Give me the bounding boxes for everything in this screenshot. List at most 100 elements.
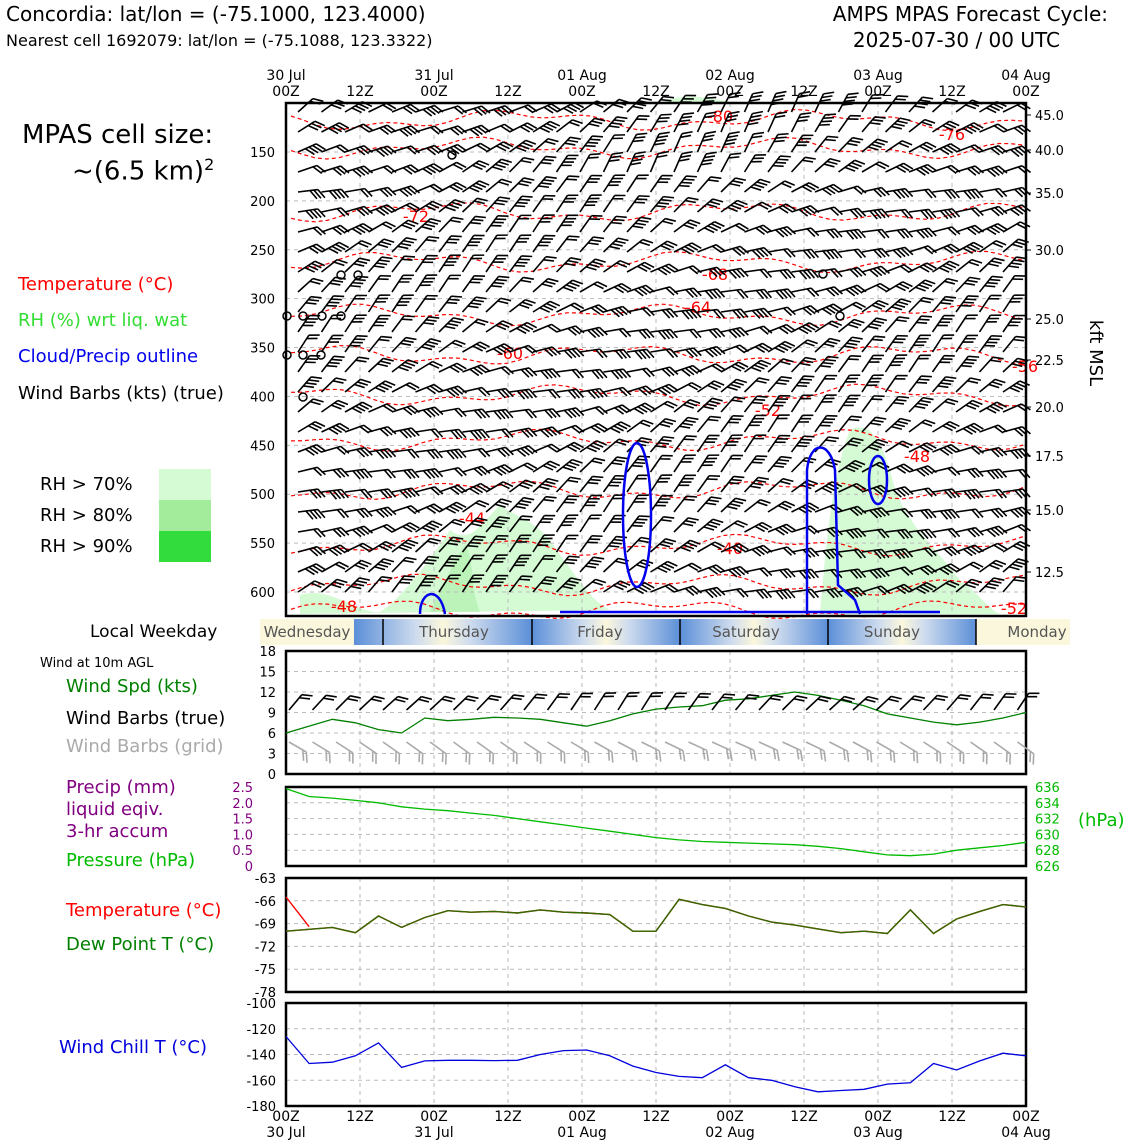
barb-flag — [336, 189, 346, 199]
barb-flag — [352, 169, 362, 178]
barb-flag — [419, 284, 431, 287]
surface-wind-barb — [1016, 692, 1040, 711]
barb-flag — [574, 302, 585, 310]
barb-staff — [509, 122, 528, 133]
barb-flag — [868, 446, 879, 452]
wind-barb — [297, 208, 326, 220]
barb-flag — [810, 248, 820, 259]
wind-barb — [344, 123, 373, 133]
wind-barb — [979, 542, 1008, 553]
barb-flag — [405, 237, 417, 241]
panel-tick-label: -66 — [255, 895, 276, 910]
wind-barb — [462, 465, 491, 477]
barb-flag — [735, 345, 746, 354]
barb-flag — [755, 227, 765, 235]
barb-flag — [800, 112, 812, 115]
wind-barb — [720, 288, 749, 299]
wind-barb — [438, 407, 467, 418]
barb-staff — [767, 155, 781, 173]
barb-staff — [758, 741, 778, 751]
barb-flag — [971, 527, 980, 537]
barb-flag — [432, 360, 443, 367]
precip-tick-label: 1.5 — [232, 813, 253, 828]
wind-barb — [673, 150, 693, 173]
barb-flag — [583, 750, 587, 762]
barb-flag — [850, 321, 862, 327]
barb-flag — [542, 558, 554, 561]
wind-barb — [321, 224, 350, 236]
barb-flag — [375, 450, 385, 460]
wind-barb — [649, 195, 675, 213]
barb-flag — [705, 151, 717, 155]
barb-flag — [587, 242, 599, 246]
barb-flag — [693, 287, 702, 297]
barb-flag — [336, 468, 346, 478]
weekday-segment — [260, 619, 366, 645]
barb-staff — [547, 741, 565, 754]
barb-flag — [706, 437, 718, 440]
rh90-swatch — [159, 531, 211, 562]
barb-flag — [990, 314, 1002, 317]
barb-flag — [778, 414, 790, 417]
barb-flag — [971, 509, 980, 519]
barb-flag — [946, 245, 957, 253]
barb-flag — [901, 140, 913, 146]
barb-flag — [844, 695, 856, 701]
barb-flag — [1010, 450, 1019, 460]
barb-flag — [536, 750, 539, 762]
barb-flag — [663, 435, 675, 439]
barb-flag — [563, 521, 574, 523]
barb-flag — [749, 748, 753, 760]
barb-flag — [497, 254, 509, 257]
barb-flag — [806, 228, 816, 238]
wind-barb — [415, 520, 443, 533]
barb-flag — [706, 478, 718, 481]
barb-flag — [567, 389, 577, 400]
barb-flag — [667, 400, 678, 407]
barb-flag — [849, 569, 859, 579]
barb-flag — [399, 429, 409, 439]
barb-staff — [602, 116, 618, 133]
pressure-tick-label: 300 — [250, 293, 275, 308]
barb-flag — [540, 182, 552, 186]
barb-flag — [877, 138, 888, 144]
barb-flag — [847, 118, 859, 120]
barb-flag — [971, 258, 983, 264]
barb-flag — [943, 209, 953, 219]
wind-barb — [555, 194, 579, 213]
barb-flag — [660, 519, 672, 522]
grid-wind-barb — [758, 741, 780, 762]
barb-flag — [589, 538, 601, 541]
barb-flag — [547, 477, 559, 483]
barb-flag — [428, 316, 440, 319]
wind-barb — [320, 334, 344, 353]
barb-flag — [917, 337, 929, 340]
barb-flag — [763, 588, 773, 598]
barb-staff — [626, 536, 642, 553]
barb-flag — [356, 579, 368, 584]
wind-barb — [767, 180, 795, 193]
barb-flag — [972, 399, 983, 406]
barb-flag — [657, 388, 668, 396]
barb-flag — [519, 578, 531, 581]
barb-flag — [824, 485, 836, 492]
wind-barb — [767, 155, 791, 173]
barb-staff — [978, 335, 992, 353]
barb-flag — [878, 299, 889, 306]
barb-flag — [355, 167, 366, 176]
barb-flag — [810, 287, 820, 297]
barb-flag — [591, 460, 603, 465]
barb-flag — [753, 131, 765, 135]
barb-flag — [517, 182, 529, 187]
barb-flag — [664, 585, 675, 593]
barb-flag — [853, 549, 863, 559]
wind-barb — [579, 556, 605, 573]
barb-flag — [646, 328, 655, 338]
wind-barb — [344, 222, 373, 236]
barb-flag — [402, 106, 413, 115]
barb-flag — [939, 321, 951, 324]
wind-barb — [932, 563, 961, 576]
wind-barb — [696, 198, 724, 213]
wind-barb — [744, 588, 773, 600]
